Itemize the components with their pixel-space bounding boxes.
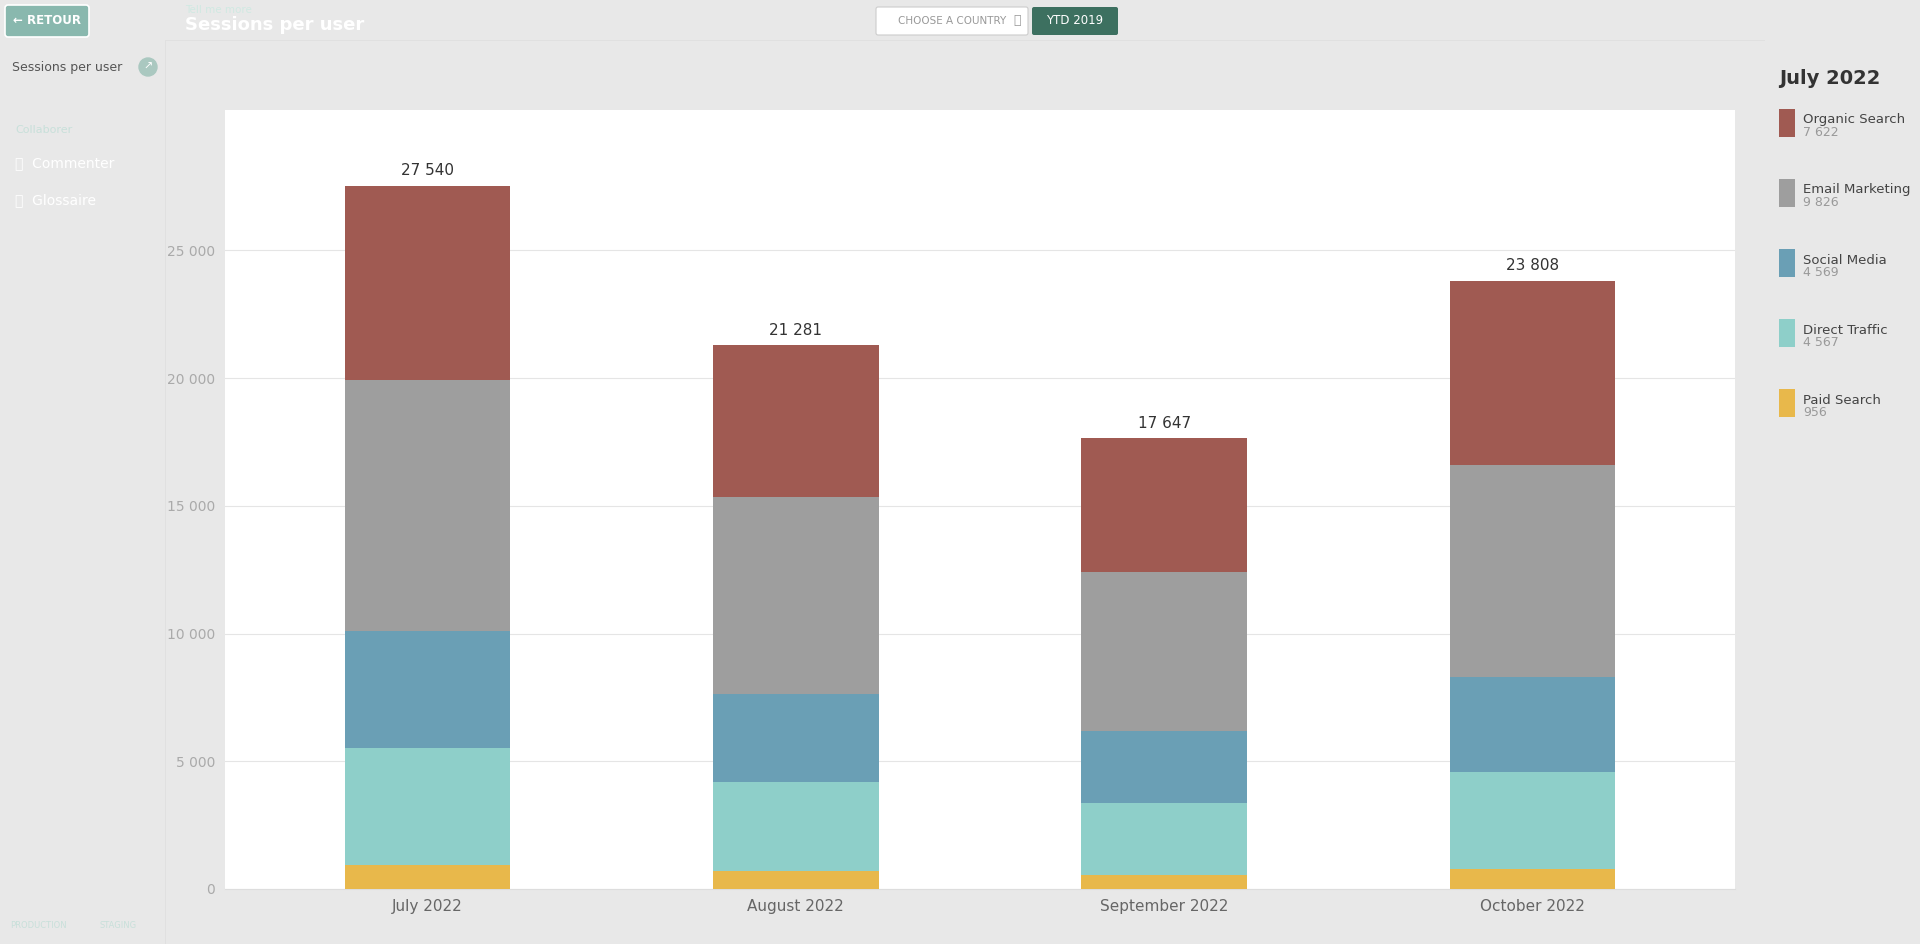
Text: 7 622: 7 622: [1803, 126, 1839, 140]
Text: CHOOSE A COUNTRY: CHOOSE A COUNTRY: [899, 16, 1006, 26]
Text: 27 540: 27 540: [401, 163, 453, 177]
Text: 📖  Glossaire: 📖 Glossaire: [15, 193, 96, 207]
Bar: [1081, 438, 1246, 572]
Text: PRODUCTION: PRODUCTION: [10, 921, 67, 931]
Text: 17 647: 17 647: [1137, 415, 1190, 430]
Text: Direct Traffic: Direct Traffic: [1803, 324, 1887, 336]
Text: 4 569: 4 569: [1803, 266, 1839, 279]
Text: 🔍: 🔍: [1014, 14, 1021, 27]
Bar: [1081, 803, 1246, 875]
Bar: [712, 346, 879, 497]
Text: STAGING: STAGING: [100, 921, 136, 931]
Bar: [1450, 771, 1615, 868]
Text: Email Marketing: Email Marketing: [1803, 183, 1910, 196]
Bar: [346, 186, 511, 380]
Bar: [346, 748, 511, 865]
Bar: [712, 871, 879, 889]
Text: 💬  Commenter: 💬 Commenter: [15, 156, 115, 170]
Bar: [712, 694, 879, 782]
Bar: [1450, 677, 1615, 771]
Bar: [346, 865, 511, 889]
Text: Paid Search: Paid Search: [1803, 394, 1882, 407]
Text: Sessions per user: Sessions per user: [184, 16, 365, 34]
Text: July 2022: July 2022: [1780, 69, 1880, 88]
Bar: [1081, 731, 1246, 803]
Text: Tell me more: Tell me more: [184, 5, 252, 15]
Text: Social Media: Social Media: [1803, 254, 1887, 266]
Text: Organic Search: Organic Search: [1803, 113, 1905, 126]
Text: ↗: ↗: [144, 62, 154, 72]
Circle shape: [138, 58, 157, 76]
Bar: [1780, 179, 1795, 207]
Text: ← RETOUR: ← RETOUR: [13, 13, 81, 26]
Bar: [1450, 465, 1615, 677]
Text: 21 281: 21 281: [770, 323, 822, 338]
FancyBboxPatch shape: [1033, 7, 1117, 35]
Bar: [346, 380, 511, 632]
Text: 23 808: 23 808: [1505, 259, 1559, 273]
Text: 4 567: 4 567: [1803, 336, 1839, 349]
Bar: [1450, 281, 1615, 465]
Bar: [346, 632, 511, 748]
Bar: [712, 497, 879, 694]
Bar: [1450, 868, 1615, 889]
FancyBboxPatch shape: [6, 5, 88, 37]
Bar: [712, 782, 879, 871]
Text: Collaborer: Collaborer: [15, 125, 73, 135]
Text: Sessions per user: Sessions per user: [12, 60, 123, 74]
Bar: [1780, 249, 1795, 277]
Text: 956: 956: [1803, 407, 1826, 419]
Text: YTD 2019: YTD 2019: [1046, 14, 1104, 27]
FancyBboxPatch shape: [876, 7, 1027, 35]
Bar: [1081, 572, 1246, 731]
Bar: [1780, 109, 1795, 137]
Bar: [1780, 389, 1795, 417]
Bar: [1081, 875, 1246, 889]
Bar: [1780, 319, 1795, 347]
Text: 9 826: 9 826: [1803, 196, 1839, 210]
